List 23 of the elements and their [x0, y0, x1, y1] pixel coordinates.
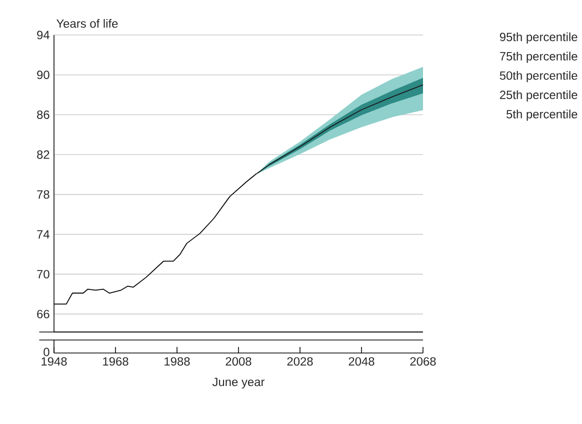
y-axis-title: Years of life: [56, 19, 118, 28]
y-tick-label: 74: [37, 230, 50, 238]
y-tick-label: 82: [37, 150, 50, 159]
text: 25th percentile: [500, 90, 578, 102]
y-tick-label: 78: [37, 190, 50, 199]
y-tick-label: 66: [37, 310, 50, 318]
x-tick-label: 1988: [164, 357, 190, 366]
y-tick-label: 86: [37, 110, 50, 119]
x-tick-label: 2008: [226, 357, 252, 366]
y-tick-label: 90: [37, 70, 50, 80]
y-tick-label: 70: [37, 270, 50, 278]
x-tick-label: 2068: [410, 357, 436, 366]
x-axis-title: June year: [212, 378, 265, 389]
text: 5th percentile: [506, 110, 578, 121]
x-tick-label: 1968: [103, 357, 128, 366]
x-tick-label: 1948: [42, 357, 67, 366]
text: 0: [44, 348, 50, 356]
text: 95th percentile: [500, 32, 578, 44]
x-tick-label: 2048: [348, 357, 374, 366]
text: 50th percentile: [500, 71, 578, 82]
text: 75th percentile: [500, 52, 578, 63]
y-tick-label: 94: [37, 30, 50, 40]
x-tick-label: 2028: [287, 357, 313, 366]
